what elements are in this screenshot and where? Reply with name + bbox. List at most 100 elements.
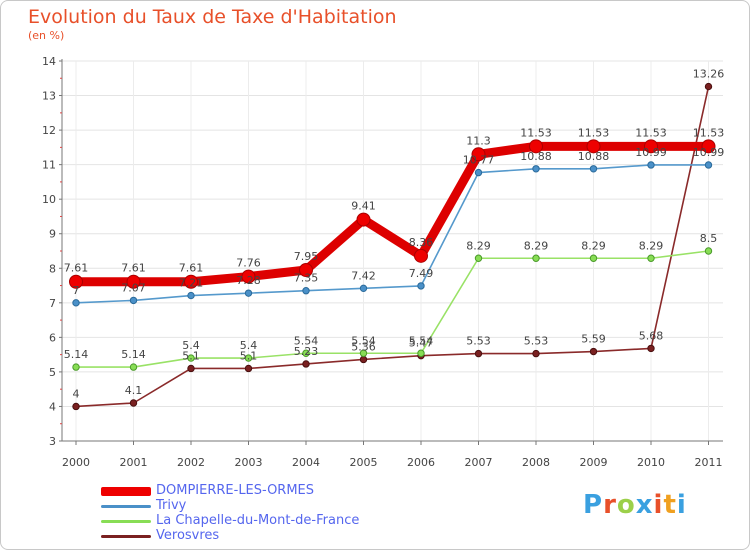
data-point: [129, 296, 138, 305]
legend-label-la-chapelle: La Chapelle-du-Mont-de-France: [156, 513, 360, 528]
data-point: [129, 363, 138, 371]
logo-letter: t: [663, 490, 677, 520]
data-point: [359, 284, 368, 293]
legend-item-la-chapelle[interactable]: La Chapelle-du-Mont-de-France: [101, 513, 431, 529]
data-point: [417, 349, 425, 357]
x-tick-label: 2006: [407, 456, 435, 469]
data-label: 5.54: [294, 334, 319, 347]
data-label: 10.99: [635, 146, 667, 159]
x-tick-label: 2002: [177, 456, 205, 469]
data-label: 13.26: [693, 68, 725, 81]
data-point: [302, 287, 310, 295]
chart-legend: DOMPIERRE-LES-ORMES Trivy La Chapelle-du…: [101, 483, 431, 544]
data-label: 8.29: [639, 239, 664, 252]
data-label: 11.53: [693, 126, 725, 139]
data-label: 7.07: [121, 281, 146, 294]
data-label: 4: [73, 387, 80, 400]
data-label: 8.5: [700, 232, 718, 245]
data-point: [126, 274, 141, 289]
legend-swatch-trivy: [101, 505, 151, 508]
legend-swatch-dompierre: [101, 487, 151, 496]
y-tick-label: 4: [49, 400, 56, 413]
data-point: [701, 139, 716, 154]
x-tick-label: 2009: [580, 456, 608, 469]
data-point: [474, 168, 483, 177]
chart-title: Evolution du Taux de Taxe d'Habitation: [28, 6, 397, 28]
data-label: 5.1: [240, 349, 258, 362]
data-label: 5.54: [409, 334, 434, 347]
x-tick-label: 2000: [62, 456, 90, 469]
data-label: 4.1: [125, 384, 143, 397]
data-label: 5.54: [351, 334, 376, 347]
series-line: [75, 250, 710, 368]
y-tick-label: 13: [42, 90, 56, 103]
data-label: 11.53: [578, 126, 610, 139]
data-point: [184, 274, 198, 289]
x-tick-label: 2004: [292, 456, 320, 469]
logo-letter: i: [653, 490, 664, 520]
y-tick-label: 3: [49, 435, 56, 448]
data-point: [532, 254, 540, 262]
data-point: [359, 355, 368, 364]
data-label: 7.21: [179, 277, 204, 290]
data-point: [647, 161, 655, 169]
data-point: [589, 165, 598, 173]
data-point: [586, 139, 601, 154]
data-label: 7.95: [294, 250, 319, 263]
data-label: 7.35: [294, 272, 319, 285]
series-line: [71, 141, 713, 287]
data-label: 5.4: [240, 339, 258, 352]
data-point: [589, 347, 598, 356]
data-point: [532, 165, 540, 173]
data-label: 8.29: [581, 239, 606, 252]
y-tick-label: 9: [49, 228, 56, 241]
data-point: [474, 349, 483, 358]
data-label: 11.53: [635, 126, 667, 139]
data-label: 9.41: [351, 200, 376, 213]
data-label: 10.88: [578, 150, 610, 163]
data-point: [704, 161, 713, 169]
data-label: 7: [73, 284, 80, 297]
data-point: [72, 299, 80, 307]
data-label: 7.42: [351, 269, 376, 282]
data-label: 5.14: [64, 348, 89, 361]
y-tick-label: 14: [42, 55, 56, 68]
legend-label-trivy: Trivy: [156, 498, 187, 513]
data-label: 10.88: [520, 150, 552, 163]
data-point: [647, 254, 655, 262]
x-tick-label: 2001: [120, 456, 148, 469]
y-tick-label: 10: [42, 193, 56, 206]
data-label: 10.77: [463, 154, 495, 167]
data-label: 10.99: [693, 146, 725, 159]
data-point: [299, 263, 313, 277]
legend-item-dompierre[interactable]: DOMPIERRE-LES-ORMES: [101, 483, 431, 499]
data-label: 7.61: [64, 262, 89, 275]
x-tick-label: 2005: [350, 456, 378, 469]
legend-item-verosvres[interactable]: Verosvres: [101, 528, 431, 544]
data-point: [529, 139, 543, 154]
data-point: [704, 82, 713, 91]
data-point: [187, 354, 195, 362]
data-point: [417, 282, 425, 290]
data-point: [302, 360, 310, 368]
data-point: [129, 399, 138, 407]
data-label: 5.23: [294, 345, 319, 358]
chart-unit-label: (en %): [28, 29, 65, 42]
y-tick-label: 12: [42, 124, 56, 137]
data-point: [647, 344, 655, 353]
data-label: 7.49: [409, 267, 434, 280]
legend-item-trivy[interactable]: Trivy: [101, 498, 431, 514]
x-tick-label: 2011: [695, 456, 723, 469]
data-point: [356, 212, 371, 227]
logo-letter: i: [676, 490, 687, 520]
data-point: [244, 289, 253, 297]
logo-letter: o: [616, 490, 636, 520]
legend-swatch-la-chapelle: [101, 520, 151, 523]
data-point: [644, 139, 658, 154]
x-tick-label: 2007: [465, 456, 493, 469]
y-tick-label: 7: [49, 297, 56, 310]
data-label: 5.4: [182, 339, 200, 352]
data-label: 11.3: [466, 134, 491, 147]
series-line: [75, 85, 710, 408]
